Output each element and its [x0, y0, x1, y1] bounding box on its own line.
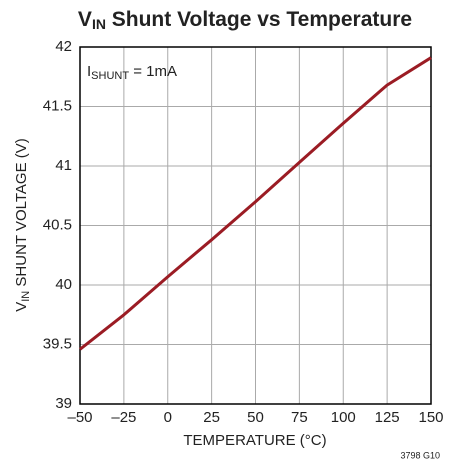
x-tick-label: 50	[247, 409, 264, 426]
y-tick-label: 40.5	[43, 216, 72, 233]
y-tick-label: 40	[55, 276, 72, 293]
annotation: ISHUNT = 1mA	[87, 63, 177, 82]
x-tick-label: –50	[67, 409, 92, 426]
x-axis-label: TEMPERATURE (°C)	[183, 432, 326, 449]
chart-title: VIN Shunt Voltage vs Temperature	[78, 8, 412, 32]
data-line	[79, 56, 432, 351]
x-tick-label: 75	[291, 409, 308, 426]
ylabel-sub: IN	[20, 291, 32, 302]
x-tick-label: 150	[418, 409, 443, 426]
x-tick-label: 25	[203, 409, 220, 426]
y-tick-label: 41	[55, 157, 72, 174]
title-part: V	[78, 8, 92, 31]
y-tick-label: 42	[55, 38, 72, 55]
x-tick-label: 125	[375, 409, 400, 426]
y-axis-label: VIN SHUNT VOLTAGE (V)	[13, 138, 32, 312]
ylabel-part: SHUNT VOLTAGE (V)	[13, 138, 30, 291]
ylabel-part: V	[13, 302, 30, 312]
x-tick-label: 0	[164, 409, 172, 426]
annotation-sub: SHUNT	[91, 70, 129, 82]
annotation-part: = 1mA	[129, 63, 177, 80]
plot-frame	[79, 46, 432, 405]
y-tick-label: 39	[55, 395, 72, 412]
footnote: 3798 G10	[400, 450, 440, 460]
title-sub: IN	[92, 16, 106, 32]
x-tick-label: –25	[111, 409, 136, 426]
title-part: Shunt Voltage vs Temperature	[106, 8, 412, 31]
y-tick-label: 39.5	[43, 335, 72, 352]
annotation-part: I	[87, 63, 91, 80]
x-tick-label: 100	[331, 409, 356, 426]
y-tick-label: 41.5	[43, 97, 72, 114]
